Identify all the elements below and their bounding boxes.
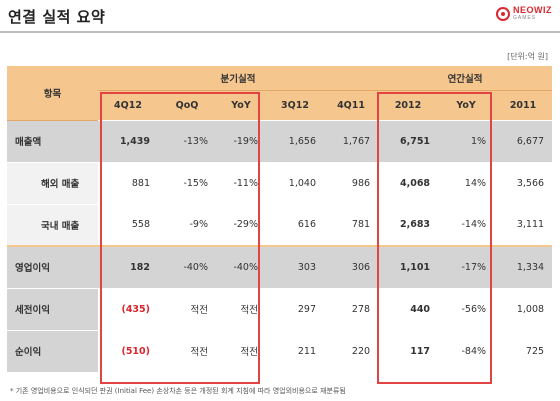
table-cell: -14% <box>438 203 495 246</box>
table-row: 세전이익 (435) 적전 적전 297 278 440 -56% 1,008 <box>7 287 553 330</box>
table-cell: -19% <box>216 119 266 162</box>
table-cell: 1,334 <box>494 245 553 288</box>
results-table: 항목 분기실적 연간실적 4Q12 QoQ YoY 3Q12 4Q11 2012… <box>7 66 553 372</box>
table-cell: 적전 <box>216 287 266 330</box>
table-cell: 1,656 <box>266 119 324 162</box>
table-cell: -56% <box>438 287 495 330</box>
column-header: 2011 <box>494 90 553 120</box>
table-cell: 182 <box>98 245 158 288</box>
table-cell: 278 <box>324 287 379 330</box>
table-row: 순이익 (510) 적전 적전 211 220 117 -84% 725 <box>7 329 553 372</box>
table-cell: 2,683 <box>378 203 439 246</box>
table-cell: -40% <box>216 245 266 288</box>
table-cell: -17% <box>438 245 495 288</box>
table-cell: 297 <box>266 287 324 330</box>
table-cell: 1,008 <box>494 287 553 330</box>
table-cell: 적전 <box>158 329 216 372</box>
table-row: 매출액 1,439 -13% -19% 1,656 1,767 6,751 1%… <box>7 119 553 162</box>
row-label: 해외 매출 <box>7 161 98 204</box>
table-cell: 적전 <box>158 287 216 330</box>
column-header: 4Q12 <box>98 90 158 120</box>
logo-icon <box>496 6 510 21</box>
table-cell: 306 <box>324 245 379 288</box>
row-label: 영업이익 <box>7 245 98 288</box>
table-cell: 1,767 <box>324 119 379 162</box>
table-cell: -40% <box>158 245 216 288</box>
table-cell: 14% <box>438 161 495 204</box>
page-title: 연결 실적 요약 <box>8 8 106 26</box>
column-header: 2012 <box>378 90 439 120</box>
table-row: 해외 매출 881 -15% -11% 1,040 986 4,068 14% … <box>7 161 553 204</box>
table-cell: 1% <box>438 119 495 162</box>
footnote: * 기존 영업비용으로 인식되던 판권 (Initial Fee) 손상차손 등… <box>10 387 346 395</box>
table-cell: -11% <box>216 161 266 204</box>
table-cell: 117 <box>378 329 439 372</box>
table-cell: (435) <box>98 287 158 330</box>
table-cell: 1,040 <box>266 161 324 204</box>
table-cell: 725 <box>494 329 553 372</box>
table-cell: -15% <box>158 161 216 204</box>
table-cell: -13% <box>158 119 216 162</box>
column-header: 4Q11 <box>324 90 379 120</box>
table-cell: -29% <box>216 203 266 246</box>
table-cell: 440 <box>378 287 439 330</box>
table-cell: 211 <box>266 329 324 372</box>
column-header: YoY <box>216 90 266 120</box>
title-divider <box>0 31 560 33</box>
row-label: 국내 매출 <box>7 203 98 246</box>
table-row: 영업이익 182 -40% -40% 303 306 1,101 -17% 1,… <box>7 245 553 288</box>
table-cell: -9% <box>158 203 216 246</box>
table-cell: 558 <box>98 203 158 246</box>
unit-note: [단위:억 원] <box>507 52 548 61</box>
table-cell: 986 <box>324 161 379 204</box>
group-header-annual: 연간실적 <box>378 66 553 91</box>
column-header: QoQ <box>158 90 216 120</box>
company-logo: NEOWIZ GAMES <box>496 6 552 21</box>
table-cell: (510) <box>98 329 158 372</box>
table-cell: 781 <box>324 203 379 246</box>
logo-name: NEOWIZ <box>513 5 552 15</box>
row-label: 순이익 <box>7 329 98 372</box>
table-cell: 881 <box>98 161 158 204</box>
table-cell: 4,068 <box>378 161 439 204</box>
table-cell: 3,566 <box>494 161 553 204</box>
row-label: 매출액 <box>7 119 98 162</box>
row-label: 세전이익 <box>7 287 98 330</box>
table-cell: 1,439 <box>98 119 158 162</box>
table-cell: 적전 <box>216 329 266 372</box>
group-header-quarter: 분기실적 <box>98 66 379 91</box>
column-header: YoY <box>438 90 495 120</box>
table-cell: 3,111 <box>494 203 553 246</box>
table-cell: 6,677 <box>494 119 553 162</box>
column-header: 3Q12 <box>266 90 324 120</box>
table-cell: -84% <box>438 329 495 372</box>
table-row: 국내 매출 558 -9% -29% 616 781 2,683 -14% 3,… <box>7 203 553 246</box>
table-cell: 1,101 <box>378 245 439 288</box>
table-cell: 220 <box>324 329 379 372</box>
row-header: 항목 <box>7 66 98 121</box>
logo-sub: GAMES <box>513 15 537 21</box>
table-cell: 303 <box>266 245 324 288</box>
table-cell: 6,751 <box>378 119 439 162</box>
table-cell: 616 <box>266 203 324 246</box>
